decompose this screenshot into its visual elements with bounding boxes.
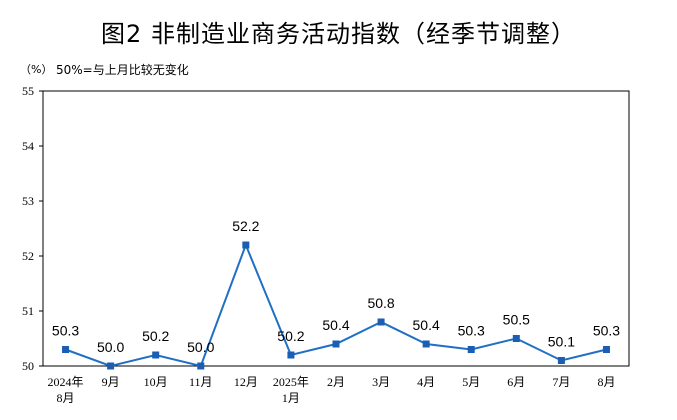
x-tick-label: 3月	[372, 375, 390, 389]
data-point-marker	[422, 340, 430, 348]
x-tick-label: 8月	[57, 391, 75, 405]
y-tick-label: 53	[22, 194, 34, 208]
data-label: 50.0	[187, 339, 214, 355]
x-tick-label: 8月	[597, 375, 615, 389]
chart-title: 图2 非制造业商务活动指数（经季节调整）	[101, 20, 576, 48]
data-point-marker	[377, 318, 385, 326]
x-tick-label: 2025年	[273, 375, 309, 389]
data-point-marker	[197, 362, 205, 370]
unit-label: （%）	[20, 63, 53, 76]
data-point-marker	[512, 335, 520, 342]
data-labels: 50.3 50.0 50.2 50.0 52.2 50.2 50.4 50.8 50.4 50.3…	[52, 218, 620, 355]
data-point-marker	[332, 340, 340, 348]
y-tick-label: 55	[22, 84, 34, 98]
data-label: 52.2	[232, 218, 259, 234]
x-tick-label: 7月	[552, 375, 570, 389]
y-tick-label: 50	[22, 359, 34, 373]
reference-note: 50%=与上月比较无变化	[56, 63, 189, 77]
x-tick-label: 1月	[282, 391, 300, 405]
y-tick-label: 54	[22, 139, 34, 153]
x-tick-label: 5月	[462, 375, 480, 389]
x-tick-label: 6月	[507, 375, 525, 389]
data-label: 50.2	[142, 328, 169, 344]
data-point-marker	[557, 357, 565, 364]
y-tick-label: 51	[22, 304, 34, 318]
data-point-marker	[602, 346, 610, 353]
data-label: 50.4	[413, 317, 440, 333]
data-point-marker	[467, 346, 475, 353]
data-label: 50.8	[367, 295, 394, 311]
plot-frame	[42, 90, 630, 367]
data-label: 50.4	[322, 317, 349, 333]
data-label: 50.3	[458, 323, 485, 339]
x-tick-label: 2月	[327, 375, 345, 389]
data-point-marker	[242, 241, 250, 249]
data-label: 50.2	[277, 328, 304, 344]
data-label: 50.3	[593, 323, 620, 339]
data-point-marker	[152, 351, 160, 359]
x-axis: 2024年 8月 9月 10月 11月 12月 2025年 1月 2月 3月 4月 5月 6月 7月 8月	[48, 375, 616, 405]
x-tick-label: 10月	[144, 375, 168, 389]
data-label: 50.0	[97, 339, 124, 355]
x-tick-label: 4月	[417, 375, 435, 389]
data-label: 50.1	[548, 334, 575, 350]
x-tick-label: 11月	[189, 375, 213, 389]
x-tick-label: 12月	[234, 375, 258, 389]
data-label: 50.3	[52, 323, 79, 339]
data-point-marker	[107, 362, 115, 370]
x-tick-label: 9月	[102, 375, 120, 389]
x-tick-label: 2024年	[48, 375, 84, 389]
series-line	[65, 242, 607, 368]
y-axis: 50 51 52 53 54 55	[22, 84, 43, 373]
y-tick-label: 52	[22, 249, 34, 263]
data-label: 50.5	[503, 312, 530, 328]
data-markers	[62, 241, 610, 370]
data-point-marker	[62, 346, 70, 353]
data-point-marker	[287, 351, 295, 359]
